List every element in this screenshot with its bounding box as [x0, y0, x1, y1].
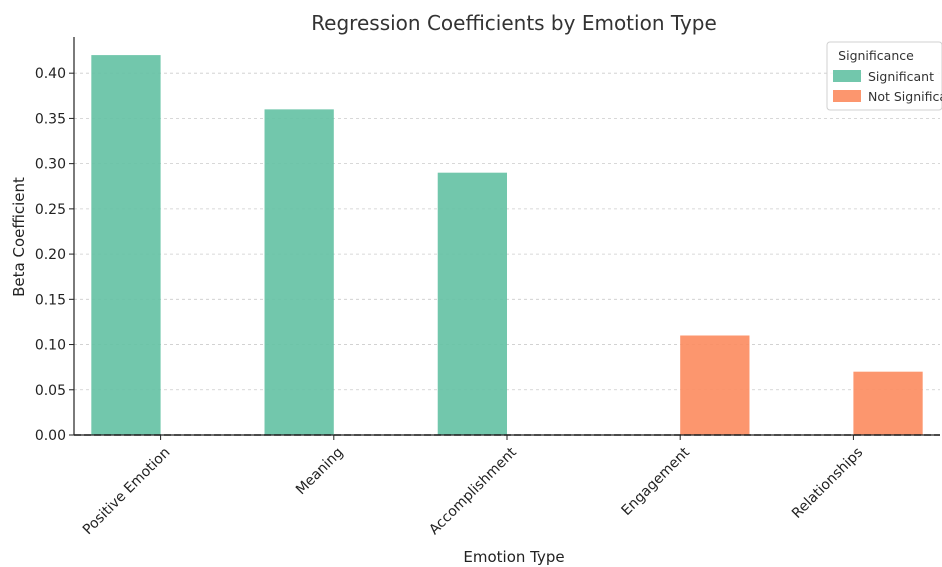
legend-swatch: [833, 70, 861, 82]
legend-title: Significance: [838, 48, 914, 63]
bars: [91, 55, 923, 435]
y-tick-label: 0.30: [35, 157, 66, 173]
legend-label: Not Significant: [868, 89, 942, 104]
bar-meaning: [264, 109, 334, 435]
x-ticks: Positive Emotion Meaning Accomplishment Eng…: [80, 435, 866, 538]
y-tick-label: 0.35: [35, 111, 66, 127]
y-tick-label: 0.10: [35, 338, 66, 354]
x-tick-label: Positive Emotion: [80, 445, 174, 539]
bar-engagement: [680, 335, 750, 435]
x-tick-label: Meaning: [293, 445, 347, 499]
legend-items: Significant Not Significant: [833, 69, 942, 104]
bar-positive-emotion: [91, 55, 161, 435]
bar-accomplishment: [437, 172, 507, 435]
y-tick-label: 0.40: [35, 66, 66, 82]
bar-relationships: [853, 371, 923, 435]
x-tick-label: Relationships: [789, 445, 866, 522]
y-axis-label: Beta Coefficient: [10, 177, 28, 297]
y-ticks: 0.00 0.05 0.10 0.15 0.20 0.25 0.30 0.35 0.40: [35, 66, 74, 444]
x-tick-label: Accomplishment: [426, 444, 520, 538]
y-tick-label: 0.00: [35, 428, 66, 444]
legend: Significance Significant Not Significant: [826, 41, 942, 111]
y-tick-label: 0.25: [35, 202, 66, 218]
chart-title: Regression Coefficients by Emotion Type: [311, 11, 717, 35]
x-axis-label: Emotion Type: [463, 548, 564, 566]
x-tick-label: Engagement: [619, 444, 694, 519]
legend-swatch: [833, 90, 861, 102]
y-tick-label: 0.05: [35, 383, 66, 399]
y-tick-label: 0.20: [35, 247, 66, 263]
y-tick-label: 0.15: [35, 292, 66, 308]
legend-label: Significant: [868, 69, 934, 84]
